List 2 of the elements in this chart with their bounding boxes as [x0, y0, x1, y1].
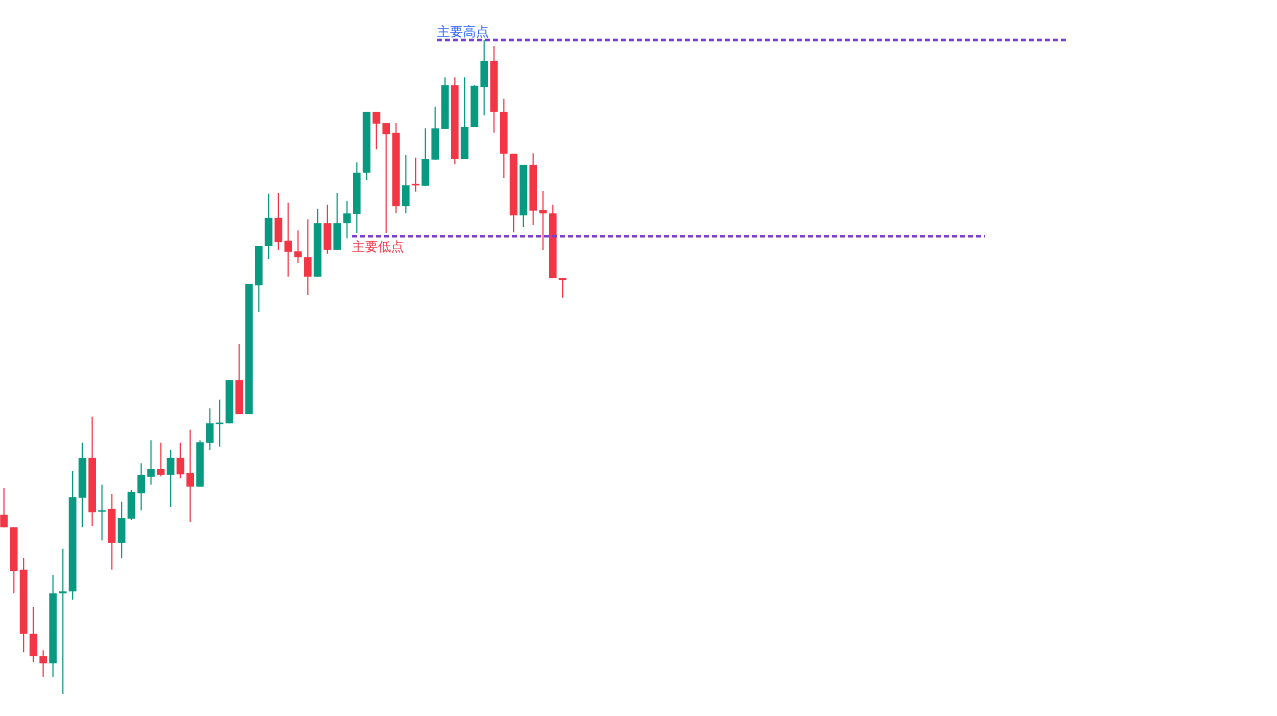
- ref-line-label: 主要低点: [352, 239, 404, 255]
- ref-line-label: 主要高点: [437, 24, 489, 39]
